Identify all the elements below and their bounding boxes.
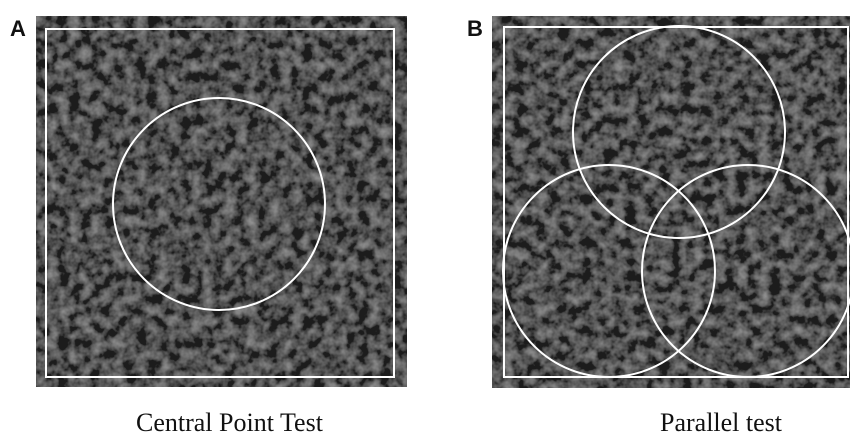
bottom-right-test-circle: [641, 164, 850, 378]
top-test-circle: [572, 25, 786, 239]
panel-b-image: [492, 16, 850, 388]
panel-b-letter: B: [467, 16, 483, 41]
gravel-texture: [36, 16, 407, 387]
panel-b-caption: Parallel test: [660, 408, 783, 437]
test-boundary-square: [45, 28, 395, 378]
panel-a-image: [36, 16, 407, 387]
bottom-left-test-circle: [502, 164, 716, 378]
gravel-texture: [492, 16, 850, 388]
panel-a-caption: Central Point Test: [136, 408, 323, 437]
panel-a-letter: A: [10, 16, 26, 41]
central-test-circle: [112, 97, 326, 311]
